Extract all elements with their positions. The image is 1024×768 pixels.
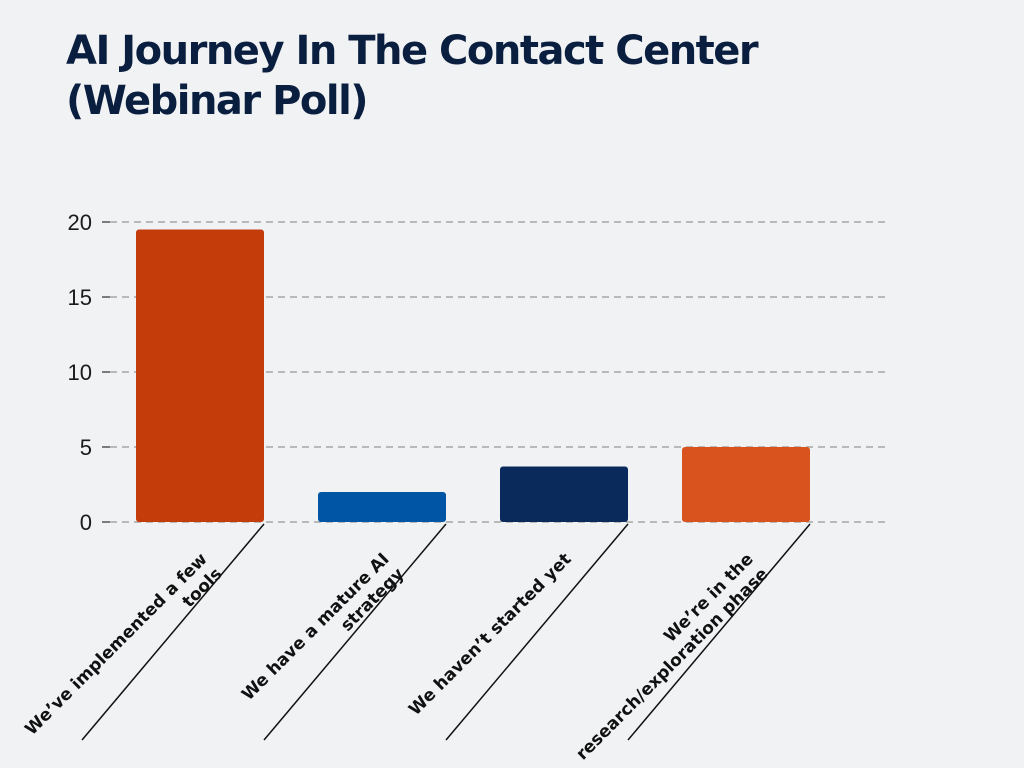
gridlines	[110, 221, 885, 523]
chart-title-line-2: (Webinar Poll)	[66, 78, 369, 124]
chart-title-line-1: AI Journey In The Contact Center	[66, 28, 759, 74]
x-axis-labels: We’ve implemented a fewtools We have a ma…	[21, 549, 772, 764]
x-category-label-line: We have a mature AI	[238, 549, 393, 704]
bar	[682, 447, 810, 522]
x-category-label: We haven’t started yet	[405, 549, 575, 719]
y-tick-label: 20	[68, 210, 92, 235]
bar	[136, 229, 264, 522]
bars	[136, 229, 810, 522]
chart-title: AI Journey In The Contact Center (Webina…	[66, 26, 966, 126]
y-tick-label: 0	[80, 510, 92, 535]
category-separator	[81, 523, 265, 741]
y-axis: 0 5 10 15 20	[68, 210, 110, 535]
y-tick-label: 5	[80, 435, 92, 460]
category-separator	[263, 523, 447, 741]
category-separator	[445, 523, 629, 741]
bar	[318, 492, 446, 522]
category-separator	[627, 523, 811, 741]
category-separators	[81, 523, 811, 741]
x-category-label: We have a mature AIstrategy	[238, 549, 408, 719]
x-category-label: We’re in theresearch/exploration phase	[558, 549, 773, 764]
x-category-label: We’ve implemented a fewtools	[21, 549, 226, 754]
x-category-label-line: We haven’t started yet	[405, 549, 575, 719]
bar	[500, 466, 628, 522]
x-category-label-line: We’ve implemented a few	[21, 549, 211, 739]
y-tick-label: 10	[68, 360, 92, 385]
x-category-label-line: research/exploration phase	[572, 564, 772, 764]
y-tick-label: 15	[68, 285, 92, 310]
